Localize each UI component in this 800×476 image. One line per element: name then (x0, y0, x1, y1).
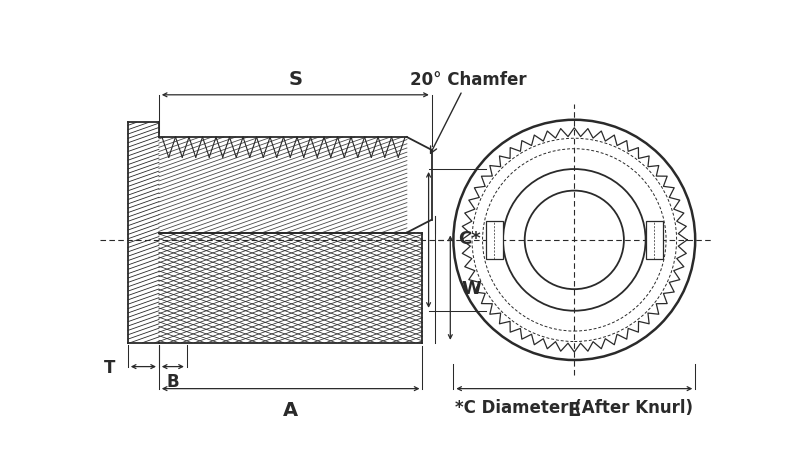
Text: B: B (166, 372, 179, 390)
Text: 20° Chamfer: 20° Chamfer (410, 70, 526, 154)
Bar (646, 221, 663, 259)
Text: S: S (288, 70, 302, 89)
Text: T: T (104, 358, 115, 376)
Text: *C Diameter (After Knurl): *C Diameter (After Knurl) (455, 398, 694, 416)
Text: W: W (462, 279, 482, 297)
Bar (486, 221, 503, 259)
Text: C*: C* (458, 229, 481, 248)
Text: E: E (568, 400, 581, 419)
Text: A: A (283, 400, 298, 419)
